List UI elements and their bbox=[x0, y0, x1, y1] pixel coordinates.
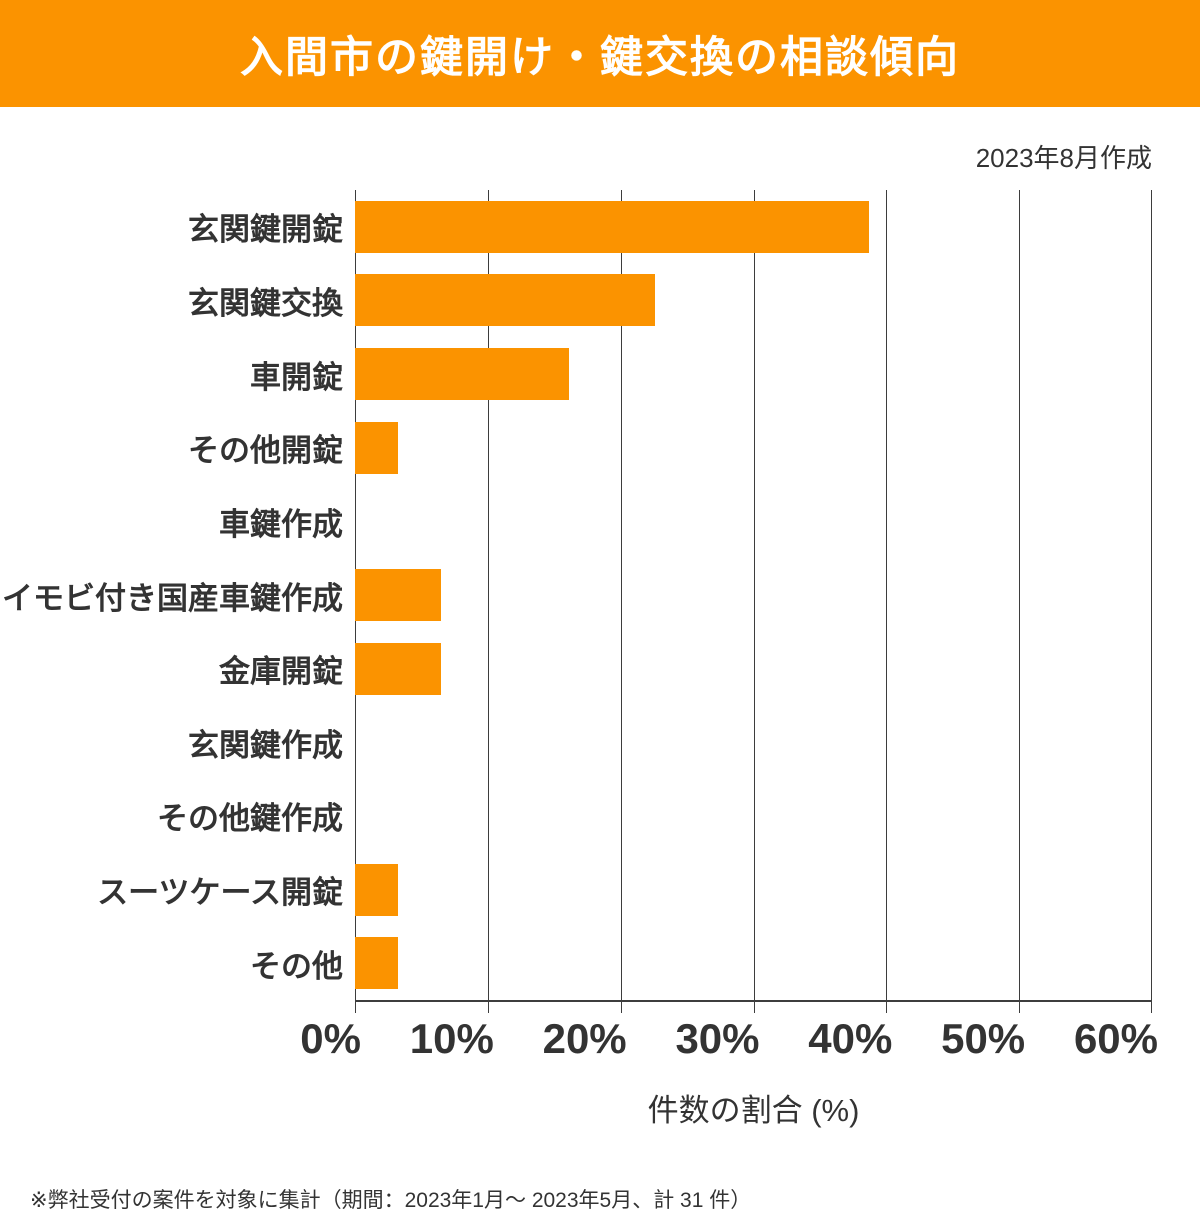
x-axis-title: 件数の割合 (%) bbox=[647, 1093, 860, 1128]
gridline bbox=[620, 190, 622, 1000]
category-label: その他鍵作成 bbox=[157, 801, 343, 837]
bar-row bbox=[355, 485, 1152, 559]
bar-row bbox=[355, 190, 1152, 264]
gridline bbox=[753, 190, 755, 1000]
tick-label: 10% bbox=[409, 1015, 494, 1062]
tickmark bbox=[620, 1002, 622, 1013]
tick-label: 0% bbox=[300, 1015, 361, 1062]
page-title: 入間市の鍵開け・鍵交換の相談傾向 bbox=[240, 33, 960, 82]
bar-chart: 玄関鍵開錠玄関鍵交換車開錠その他開錠車鍵作成イモビ付き国産車鍵作成金庫開錠玄関鍵… bbox=[0, 190, 1200, 1128]
bar-row bbox=[355, 558, 1152, 632]
category-label: 車開錠 bbox=[250, 359, 343, 395]
bar-row bbox=[355, 264, 1152, 338]
tickmark bbox=[1019, 1002, 1021, 1013]
title-banner: 入間市の鍵開け・鍵交換の相談傾向 bbox=[0, 0, 1200, 107]
category-label: 玄関鍵交換 bbox=[188, 285, 343, 321]
bar-row bbox=[355, 705, 1152, 779]
bar bbox=[355, 937, 398, 990]
bar-row bbox=[355, 411, 1152, 485]
category-label: その他 bbox=[250, 948, 343, 984]
bar bbox=[355, 569, 442, 622]
gridline bbox=[886, 190, 888, 1000]
bar bbox=[355, 421, 398, 474]
bar-row bbox=[355, 926, 1152, 1000]
category-label: その他開錠 bbox=[188, 433, 343, 469]
category-label: イモビ付き国産車鍵作成 bbox=[2, 580, 343, 616]
tick-label: 20% bbox=[542, 1015, 627, 1062]
tickmark bbox=[886, 1002, 888, 1013]
bar bbox=[355, 348, 569, 401]
plot-area bbox=[355, 190, 1152, 1002]
bar bbox=[355, 863, 398, 916]
category-axis: 玄関鍵開錠玄関鍵交換車開錠その他開錠車鍵作成イモビ付き国産車鍵作成金庫開錠玄関鍵… bbox=[0, 190, 355, 1000]
tick-label: 30% bbox=[675, 1015, 760, 1062]
bar bbox=[355, 642, 442, 695]
tick-label: 50% bbox=[941, 1015, 1026, 1062]
x-axis-tick-labels: 0% 10% 20% 30% 40% 50% 60% bbox=[300, 1015, 1158, 1067]
tickmark bbox=[753, 1002, 755, 1013]
bar-row bbox=[355, 337, 1152, 411]
tickmark bbox=[355, 1002, 356, 1013]
gridline bbox=[1019, 190, 1021, 1000]
category-label: スーツケース開錠 bbox=[97, 875, 343, 911]
category-label: 玄関鍵開錠 bbox=[188, 212, 343, 248]
created-date-label: 2023年8月作成 bbox=[975, 143, 1152, 173]
tick-label: 60% bbox=[1073, 1015, 1158, 1062]
tickmark bbox=[487, 1002, 489, 1013]
footnote: ※弊社受付の案件を対象に集計（期間：2023年1月～ 2023年5月、計 31 … bbox=[30, 1189, 752, 1212]
gridline bbox=[1151, 190, 1152, 1000]
x-axis-tickmarks bbox=[355, 1002, 1152, 1013]
category-label: 玄関鍵作成 bbox=[188, 727, 343, 763]
bar-row bbox=[355, 853, 1152, 927]
bar bbox=[355, 274, 656, 327]
tickmark bbox=[1151, 1002, 1152, 1013]
category-label: 車鍵作成 bbox=[219, 506, 343, 542]
bar bbox=[355, 200, 870, 253]
bar-row bbox=[355, 779, 1152, 853]
gridline bbox=[487, 190, 489, 1000]
bar-row bbox=[355, 632, 1152, 706]
bars-container bbox=[355, 190, 1152, 1000]
category-label: 金庫開錠 bbox=[219, 654, 343, 690]
tick-label: 40% bbox=[808, 1015, 893, 1062]
